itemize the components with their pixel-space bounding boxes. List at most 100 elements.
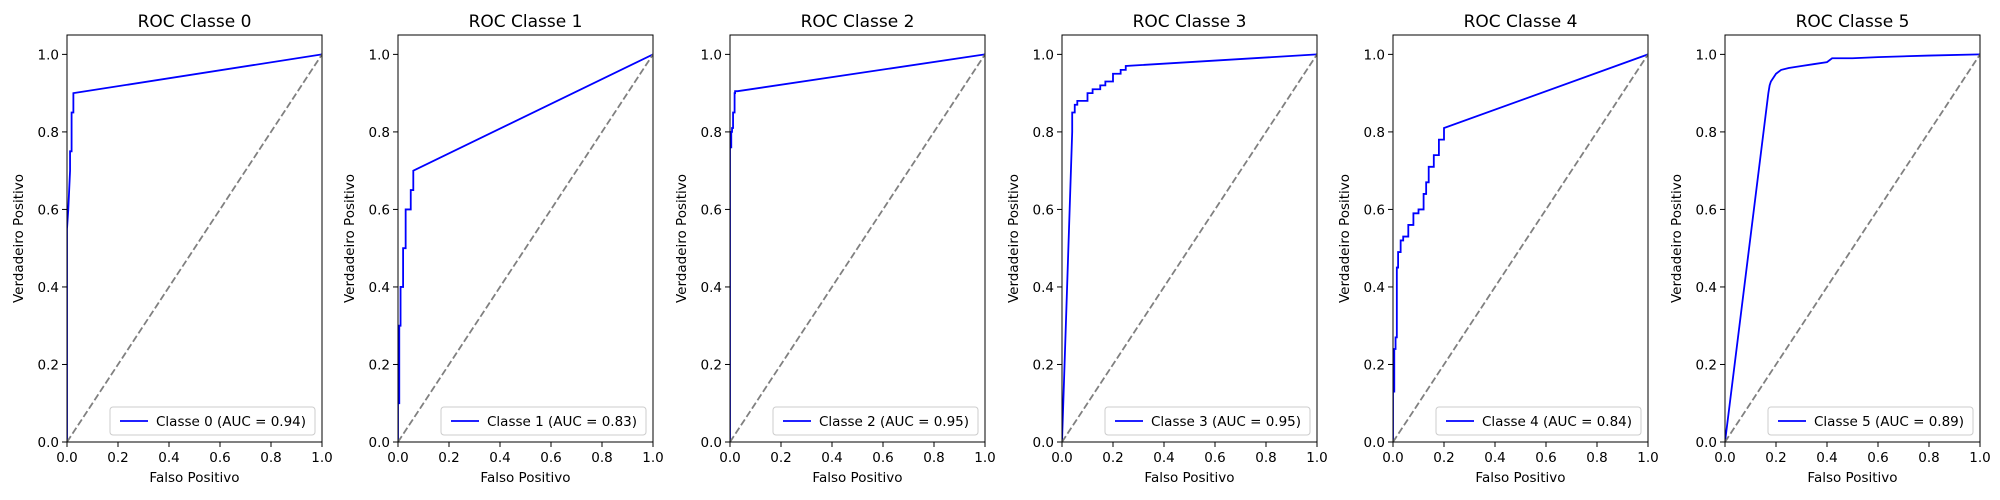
roc-curve-line (67, 53, 322, 442)
plot-lines (1393, 53, 1648, 442)
y-tick-label: 0.4 (1033, 280, 1054, 296)
x-tick-label: 0.6 (1204, 450, 1225, 466)
x-tick-label: 0.0 (1051, 450, 1072, 466)
y-tick-label: 0.6 (369, 202, 390, 218)
y-tick-label: 0.0 (701, 435, 722, 451)
x-tick-label: 0.6 (872, 450, 893, 466)
y-tick-label: 0.6 (1364, 202, 1385, 218)
y-tick-label: 0.8 (1033, 125, 1054, 141)
y-tick-label: 1.0 (38, 47, 59, 63)
y-tick-label: 0.4 (38, 280, 59, 296)
y-tick-label: 0.0 (369, 435, 390, 451)
chance-diagonal-line (67, 53, 322, 442)
x-tick-label: 0.2 (1765, 450, 1786, 466)
y-tick-label: 0.4 (1696, 280, 1717, 296)
x-tick-label: 1.0 (974, 450, 995, 466)
roc-curve-line (398, 53, 653, 442)
x-tick-label: 0.8 (260, 450, 281, 466)
legend-box (1104, 406, 1311, 436)
x-tick-label: 0.4 (1484, 450, 1505, 466)
roc-panel-1: ROC Classe 1 0.0 0.2 0.4 0.6 0.8 1.0 0.0 0.2 0.4 0… (342, 12, 664, 486)
plot-frame (1061, 34, 1318, 443)
roc-panel-5: ROC Classe 5 0.0 0.2 0.4 0.6 0.8 1.0 0.0 0.2 0.4 0… (1669, 12, 1991, 486)
x-tick-label: 0.4 (821, 450, 842, 466)
y-tick-label: 0.4 (1364, 280, 1385, 296)
y-axis-label: Verdadeiro Positivo (1006, 174, 1022, 303)
y-tick-label: 0.8 (369, 125, 390, 141)
x-tick-label: 0.2 (438, 450, 459, 466)
legend-label: Classe 1 (AUC = 0.83) (487, 414, 637, 430)
y-tick-label: 0.0 (1033, 435, 1054, 451)
x-tick-label: 0.8 (1255, 450, 1276, 466)
roc-panel-0: ROC Classe 0 0.0 0.2 0.4 0.6 0.8 1.0 0.0 0.2 0.4 0… (11, 12, 333, 486)
roc-curve-line (1725, 53, 1980, 442)
plot-lines (67, 53, 322, 442)
y-tick-label: 0.6 (1033, 202, 1054, 218)
plot-frame (729, 34, 986, 443)
y-tick-label: 1.0 (1033, 47, 1054, 63)
chance-diagonal-line (398, 53, 653, 442)
x-tick-label: 0.8 (1586, 450, 1607, 466)
legend-label: Classe 2 (AUC = 0.95) (819, 414, 969, 430)
y-tick-label: 0.0 (1364, 435, 1385, 451)
x-tick-label: 0.4 (158, 450, 179, 466)
y-tick-label: 0.2 (1696, 357, 1717, 373)
legend-label: Classe 3 (AUC = 0.95) (1151, 414, 1301, 430)
chart-title: ROC Classe 3 (1133, 12, 1247, 32)
y-tick-label: 0.4 (701, 280, 722, 296)
x-tick-label: 1.0 (1969, 450, 1990, 466)
legend: Classe 2 (AUC = 0.95) (772, 406, 979, 436)
chance-diagonal-line (1393, 53, 1648, 442)
legend-box (772, 406, 979, 436)
y-axis-label: Verdadeiro Positivo (342, 174, 358, 303)
legend-label: Classe 4 (AUC = 0.84) (1482, 414, 1632, 430)
x-tick-label: 1.0 (642, 450, 663, 466)
chart-title: ROC Classe 1 (469, 12, 583, 32)
y-axis-label: Verdadeiro Positivo (674, 174, 690, 303)
x-tick-label: 0.8 (591, 450, 612, 466)
x-tick-label: 0.2 (107, 450, 128, 466)
y-tick-label: 0.0 (38, 435, 59, 451)
legend: Classe 1 (AUC = 0.83) (440, 406, 647, 436)
roc-panel-2: ROC Classe 2 0.0 0.2 0.4 0.6 0.8 1.0 0.0 0.2 0.4 0… (674, 12, 996, 486)
x-axis-label: Falso Positivo (1475, 470, 1565, 486)
plot-lines (398, 53, 653, 442)
x-tick-label: 0.0 (56, 450, 77, 466)
y-axis-label: Verdadeiro Positivo (11, 174, 27, 303)
legend: Classe 5 (AUC = 0.89) (1767, 406, 1974, 436)
x-axis-label: Falso Positivo (149, 470, 239, 486)
x-tick-label: 0.2 (1433, 450, 1454, 466)
y-tick-label: 0.2 (701, 357, 722, 373)
y-tick-label: 0.6 (701, 202, 722, 218)
x-tick-label: 0.0 (1714, 450, 1735, 466)
plot-frame (397, 34, 654, 443)
y-tick-label: 1.0 (1696, 47, 1717, 63)
plot-lines (1725, 53, 1980, 442)
x-tick-label: 0.0 (387, 450, 408, 466)
y-tick-label: 1.0 (1364, 47, 1385, 63)
y-axis-label: Verdadeiro Positivo (1337, 174, 1353, 303)
x-tick-label: 0.4 (1816, 450, 1837, 466)
roc-panel-3: ROC Classe 3 0.0 0.2 0.4 0.6 0.8 1.0 0.0 0.2 0.4 0… (1006, 12, 1328, 486)
chance-diagonal-line (1062, 53, 1317, 442)
x-tick-label: 0.8 (1918, 450, 1939, 466)
plot-lines (730, 53, 985, 442)
legend: Classe 0 (AUC = 0.94) (109, 406, 316, 436)
legend-box (109, 406, 316, 436)
roc-curve-line (1062, 53, 1317, 442)
y-tick-label: 1.0 (701, 47, 722, 63)
chart-title: ROC Classe 2 (801, 12, 915, 32)
y-tick-label: 1.0 (369, 47, 390, 63)
legend-label: Classe 5 (AUC = 0.89) (1814, 414, 1964, 430)
roc-curve-line (1393, 53, 1648, 442)
x-tick-label: 0.6 (540, 450, 561, 466)
y-tick-label: 0.2 (1364, 357, 1385, 373)
x-tick-label: 0.6 (1535, 450, 1556, 466)
legend-label: Classe 0 (AUC = 0.94) (156, 414, 306, 430)
x-tick-label: 0.4 (489, 450, 510, 466)
y-tick-label: 0.2 (38, 357, 59, 373)
plot-lines (1062, 53, 1317, 442)
x-tick-label: 0.4 (1153, 450, 1174, 466)
y-tick-label: 0.8 (1364, 125, 1385, 141)
